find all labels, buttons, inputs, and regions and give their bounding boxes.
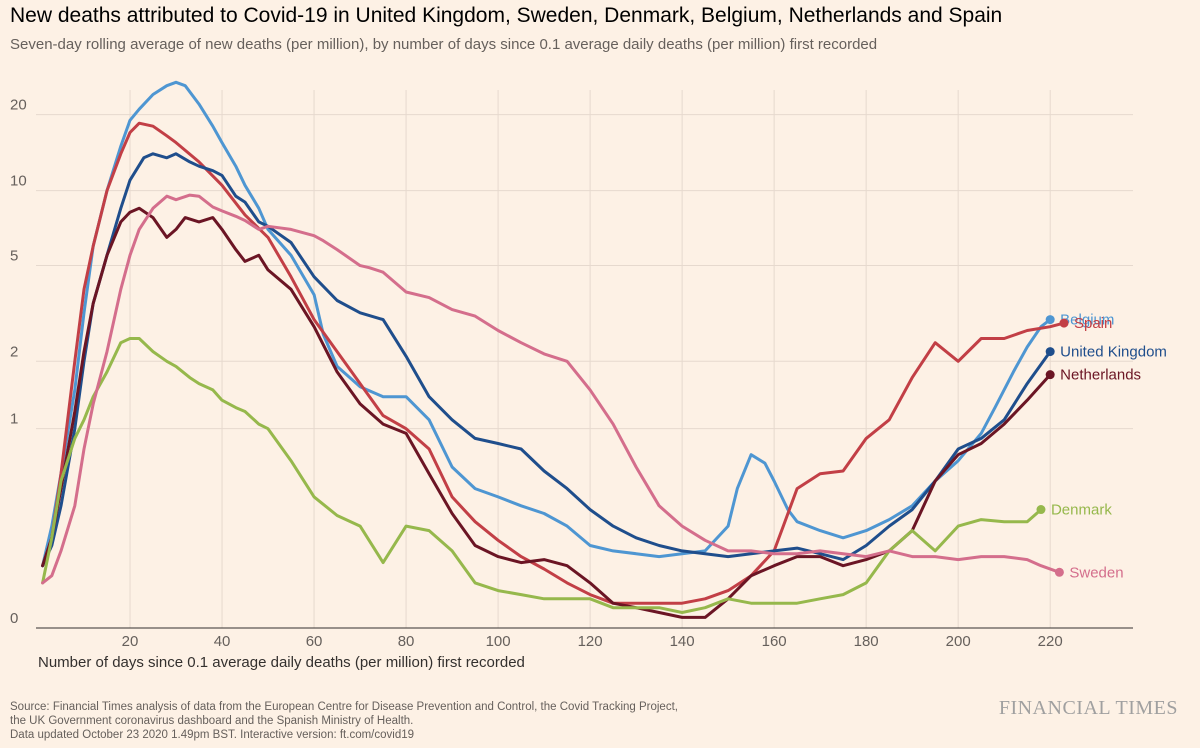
series-end-dot-netherlands [1045,370,1055,380]
ft-brand-logo: FINANCIAL TIMES [998,697,1178,719]
source-line-1: Source: Financial Times analysis of data… [10,701,678,713]
series-label-belgium: Belgium [1060,312,1114,329]
x-tick-label: 160 [762,633,787,650]
chart-subtitle: Seven-day rolling average of new deaths … [10,36,878,53]
series-line-united-kingdom [41,152,1052,568]
x-tick-label: 180 [854,633,879,650]
series-line-denmark [41,337,1043,614]
y-tick-label: 20 [10,97,27,114]
chart-title: New deaths attributed to Covid-19 in Uni… [10,4,1003,27]
x-tick-label: 100 [486,633,511,650]
series-end-dot-spain [1059,318,1069,328]
x-tick-label: 80 [398,633,415,650]
x-tick-label: 220 [1038,633,1063,650]
y-tick-label: 0 [10,610,18,627]
series-end-dot-belgium [1045,315,1055,325]
y-tick-label: 5 [10,248,18,265]
series-end-dot-sweden [1054,567,1064,577]
y-tick-label: 2 [10,343,18,360]
series-label-united-kingdom: United Kingdom [1060,344,1167,361]
series-line-spain [41,121,1066,605]
source-line-2: the UK Government coronavirus dashboard … [10,715,414,727]
x-tick-label: 140 [670,633,695,650]
series-end-dot-united-kingdom [1045,347,1055,357]
series-label-denmark: Denmark [1051,502,1112,519]
x-tick-label: 20 [122,633,139,650]
x-tick-label: 40 [214,633,231,650]
y-tick-label: 10 [10,173,27,190]
series-label-netherlands: Netherlands [1060,367,1141,384]
source-note: Source: Financial Times analysis of data… [10,700,830,742]
series-line-netherlands [41,206,1052,619]
source-line-3: Data updated October 23 2020 1.49pm BST.… [10,729,415,741]
x-tick-label: 200 [946,633,971,650]
series-label-sweden: Sweden [1069,564,1123,581]
series-line-sweden [41,193,1061,585]
series-end-dot-denmark [1036,505,1046,515]
series-line-belgium [41,80,1052,568]
x-tick-label: 60 [306,633,323,650]
y-tick-label: 1 [10,411,18,428]
series-label-spain: Spain [1074,315,1112,332]
x-tick-label: 120 [578,633,603,650]
x-axis-label: Number of days since 0.1 average daily d… [38,654,525,671]
